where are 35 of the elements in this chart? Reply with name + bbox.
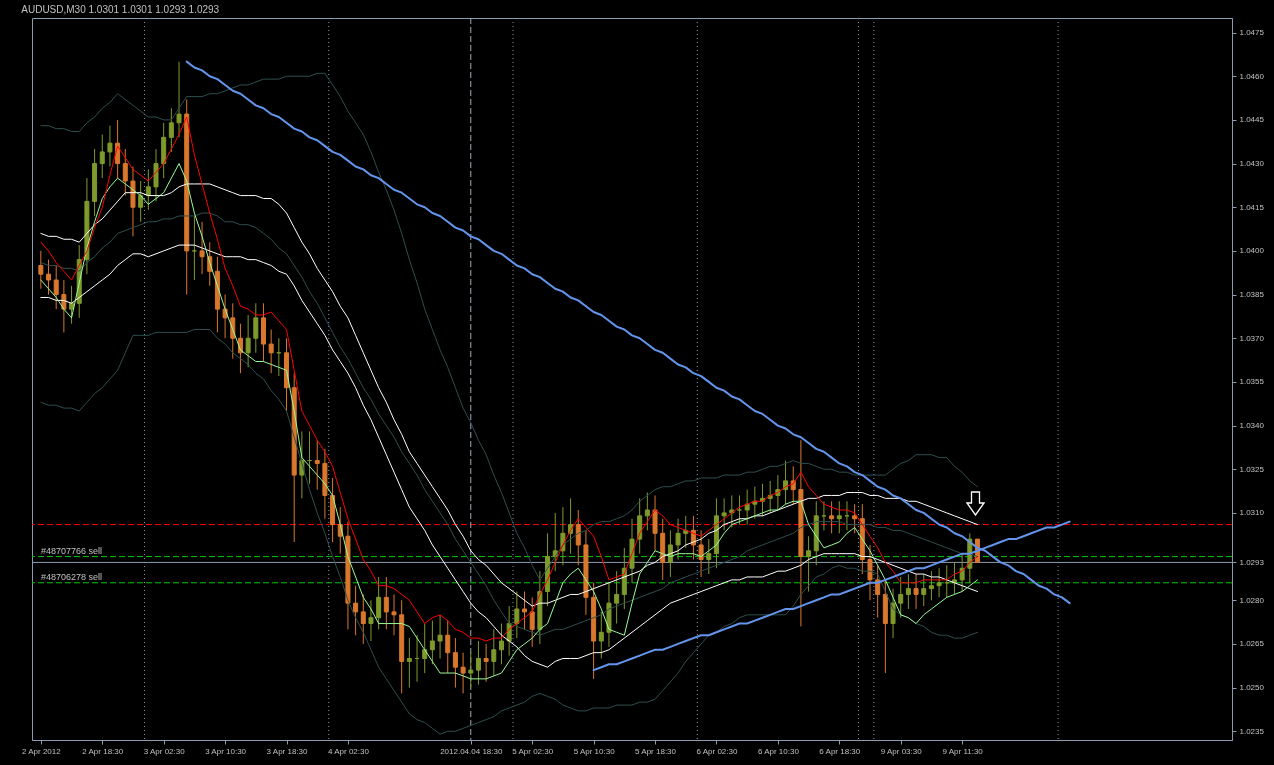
x-tick-label: 2012.04.04 18:30: [440, 746, 503, 756]
y-tick-label: 1.0280: [1239, 595, 1265, 605]
y-tick-label: 1.0460: [1239, 71, 1265, 81]
y-tick-label: 1.0250: [1239, 683, 1265, 693]
x-tick-label: 5 Apr 02:30: [512, 746, 554, 756]
x-tick-label: 6 Apr 10:30: [757, 746, 800, 756]
y-tick-label: 1.0370: [1239, 333, 1265, 343]
x-tick-label: 2 Apr 2012: [21, 746, 62, 756]
y-tick-label: 1.0415: [1239, 202, 1265, 212]
y-tick-label: 1.0475: [1239, 28, 1265, 38]
x-tick-label: 3 Apr 10:30: [205, 746, 247, 756]
y-tick-label: 1.0265: [1239, 639, 1265, 649]
y-tick-label: 1.0235: [1239, 726, 1265, 736]
x-tick-label: 4 Apr 02:30: [327, 746, 370, 756]
y-tick-label: 1.0400: [1239, 246, 1265, 256]
y-tick-label: 1.0293: [1239, 557, 1265, 567]
x-tick-label: 9 Apr 11:30: [942, 746, 984, 756]
y-tick-label: 1.0340: [1239, 421, 1265, 431]
x-tick-label: 6 Apr 18:30: [819, 746, 861, 756]
ref-line-label: #48706278 sell: [41, 571, 103, 582]
y-tick-label: 1.0385: [1239, 290, 1265, 300]
x-tick-label: 5 Apr 10:30: [573, 746, 616, 756]
y-tick-label: 1.0355: [1239, 377, 1265, 387]
x-tick-label: 6 Apr 02:30: [696, 746, 738, 756]
chart-title: AUDUSD,M30 1.0301 1.0301 1.0293 1.0293: [21, 3, 220, 15]
y-tick-label: 1.0325: [1239, 464, 1265, 474]
x-tick-label: 2 Apr 18:30: [82, 746, 124, 756]
x-tick-label: 5 Apr 18:30: [635, 746, 677, 756]
x-tick-label: 3 Apr 18:30: [266, 746, 309, 756]
y-tick-label: 1.0430: [1239, 159, 1265, 169]
x-tick-label: 3 Apr 02:30: [143, 746, 186, 756]
x-tick-label: 9 Apr 03:30: [880, 746, 923, 756]
ref-line-label: #48707766 sell: [41, 545, 103, 556]
y-tick-label: 1.0445: [1239, 115, 1265, 125]
y-tick-label: 1.0310: [1239, 508, 1265, 518]
